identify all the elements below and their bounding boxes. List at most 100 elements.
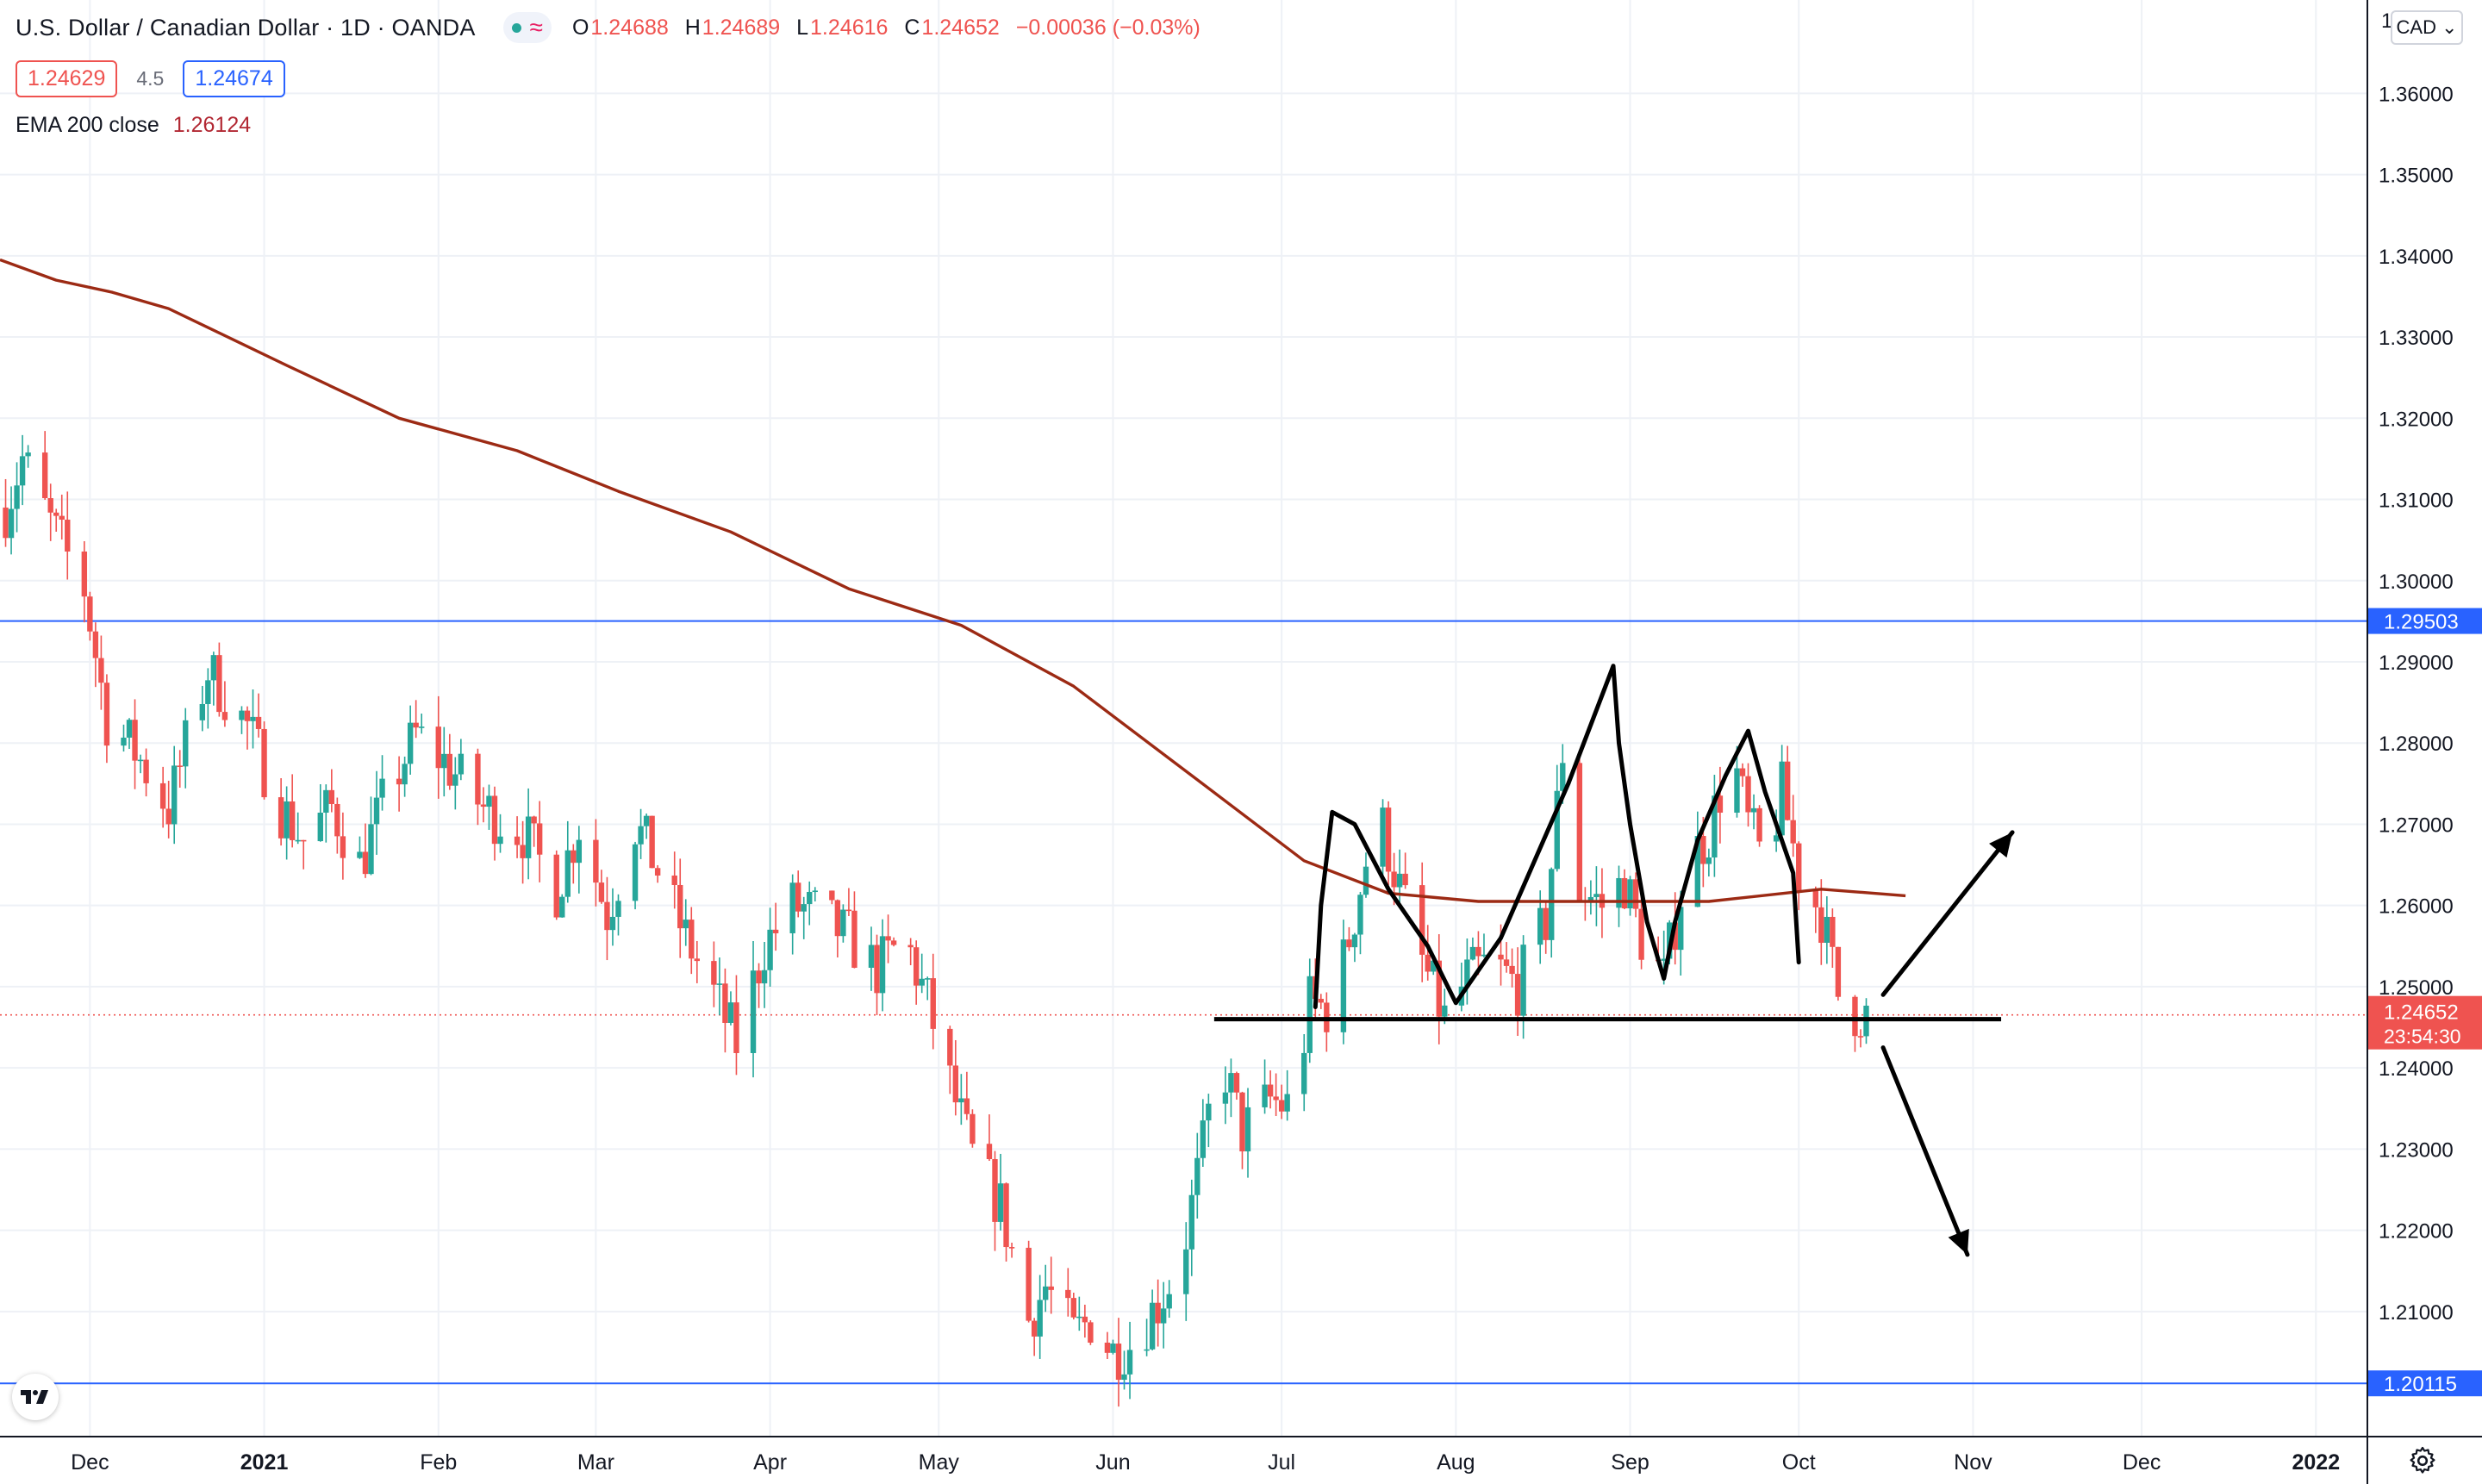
candle-body <box>458 753 465 775</box>
candle-body <box>1554 790 1560 870</box>
candle-body <box>1318 999 1325 1003</box>
candle-body <box>1391 871 1397 888</box>
price-tick-label: 1.33000 <box>2379 327 2454 350</box>
candle-body <box>1155 1302 1161 1324</box>
candle-body <box>1712 795 1718 857</box>
candle-body <box>407 722 414 764</box>
candle-body <box>986 1144 993 1160</box>
candle-body <box>1306 976 1313 1053</box>
candle-body <box>475 753 481 805</box>
candle-body <box>671 875 677 885</box>
candle-body <box>362 851 369 875</box>
price-tick-label: 1.22000 <box>2379 1220 2454 1244</box>
candle-body <box>87 596 93 632</box>
high-value: 1.24689 <box>702 15 781 40</box>
arrow-down-drawing <box>1880 1045 1970 1257</box>
candle-body <box>807 891 813 905</box>
price-tick-label-partial: 1 <box>2381 9 2392 33</box>
candle-body <box>1200 1120 1207 1158</box>
candle-body <box>284 801 290 839</box>
candle-body <box>992 1159 998 1222</box>
candle-body <box>480 804 487 807</box>
hand-drawings <box>1213 664 2015 1257</box>
candle-body <box>1678 907 1684 951</box>
candle-body <box>593 839 599 883</box>
candle-body <box>890 940 897 945</box>
candle-body <box>716 983 723 985</box>
currency-selector[interactable]: CAD ⌄ <box>2391 10 2463 45</box>
candle-body <box>1509 965 1515 975</box>
candle-body <box>997 1183 1004 1222</box>
candle-body <box>615 901 621 917</box>
candle-body <box>8 508 15 539</box>
time-tick-label: Jul <box>1268 1450 1295 1475</box>
candle-body <box>143 759 149 783</box>
candle-body <box>1126 1350 1133 1375</box>
candle-body <box>1357 895 1363 935</box>
candle-body <box>733 1002 739 1053</box>
candle-body <box>571 850 577 864</box>
candle-body <box>1717 795 1724 814</box>
candle-body <box>879 936 886 994</box>
price-tick-label: 1.21000 <box>2379 1301 2454 1325</box>
time-tick-label: Feb <box>420 1450 457 1475</box>
time-tick-label: Aug <box>1437 1450 1475 1475</box>
candle-body <box>373 797 380 825</box>
candle-body <box>1475 946 1481 957</box>
candle-body <box>295 839 301 842</box>
candle-body <box>1206 1103 1212 1121</box>
symbol-title[interactable]: U.S. Dollar / Canadian Dollar · 1D · OAN… <box>16 14 476 41</box>
price-tick-label: 1.31000 <box>2379 489 2454 513</box>
candle-body <box>446 753 453 786</box>
tradingview-logo-icon[interactable] <box>12 1374 59 1420</box>
candle-body <box>41 452 48 499</box>
candle-body <box>1750 807 1757 813</box>
candle-body <box>1498 954 1504 960</box>
candle-body <box>486 795 492 807</box>
candle-body <box>1593 894 1600 897</box>
arrow-down-drawing-head <box>1948 1228 1969 1255</box>
current-price-tag <box>2368 995 2482 1050</box>
quote-row: 1.24629 4.5 1.24674 <box>16 60 1211 97</box>
close-value: 1.24652 <box>921 15 1000 40</box>
candle-body <box>1560 763 1566 791</box>
gear-icon[interactable] <box>2408 1446 2437 1475</box>
chart-legend: U.S. Dollar / Canadian Dollar · 1D · OAN… <box>16 12 1211 136</box>
high-key: H <box>684 15 701 40</box>
candle-body <box>103 683 110 746</box>
candle-body <box>1638 908 1644 960</box>
arrow-up-drawing <box>1880 830 2015 997</box>
candle-body <box>328 789 335 804</box>
candle-body <box>722 983 728 1023</box>
candle-body <box>1587 896 1594 901</box>
candle-body <box>947 1028 953 1066</box>
candle-body <box>323 789 329 813</box>
candle-body <box>14 485 20 509</box>
close-key: C <box>904 15 920 40</box>
candle-body <box>1621 877 1628 909</box>
candle-body <box>1514 974 1521 1016</box>
candle-body <box>638 826 644 845</box>
candle-body <box>689 920 695 959</box>
buy-button[interactable]: 1.24674 <box>183 60 285 97</box>
candle-body <box>250 716 256 721</box>
candle-body <box>1632 879 1639 909</box>
candle-body <box>1672 922 1678 951</box>
ema-line <box>0 258 1906 903</box>
time-tick-label: Nov <box>1954 1450 1992 1475</box>
candle-body <box>255 716 262 729</box>
candle-body <box>1436 960 1442 1017</box>
candle-body <box>1812 890 1818 907</box>
indicator-row[interactable]: EMA 200 close 1.26124 <box>16 115 1211 136</box>
level-price-label: 1.20115 <box>2384 1373 2457 1396</box>
sell-button[interactable]: 1.24629 <box>16 60 118 97</box>
candle-body <box>121 737 127 746</box>
candle-body <box>1222 1092 1229 1104</box>
open-value: 1.24688 <box>590 15 669 40</box>
status-badge[interactable]: ≈ <box>502 12 552 43</box>
candle-body <box>1784 761 1791 820</box>
candle-body <box>1037 1300 1043 1337</box>
candle-body <box>1115 1344 1122 1381</box>
candle-body <box>244 710 251 721</box>
